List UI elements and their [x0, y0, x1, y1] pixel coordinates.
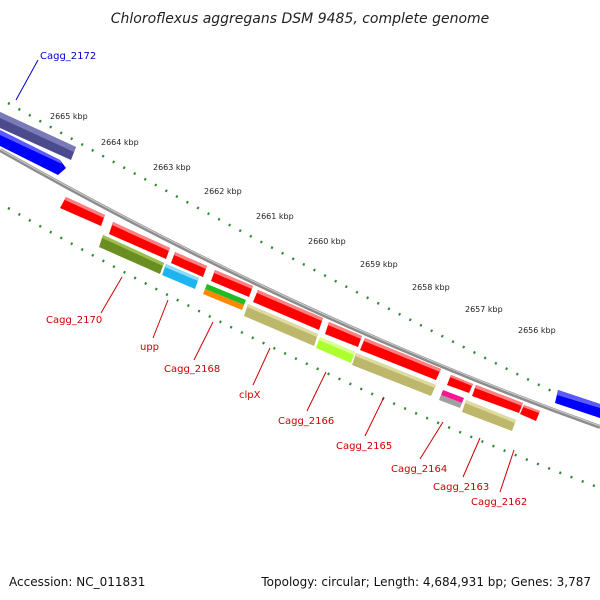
gene-red-10[interactable]: [520, 405, 540, 421]
gene-cagg-2165[interactable]: [352, 353, 436, 396]
accession-text: Accession: NC_011831: [9, 575, 145, 589]
gene-label-clpx[interactable]: clpX: [239, 390, 261, 401]
leader-cagg-2166: [306, 371, 327, 412]
gene-cagg-2172[interactable]: [0, 112, 76, 160]
outer-tick-ring: [7, 101, 600, 417]
tick-label: 2663 kbp: [153, 163, 191, 172]
tick-label: 2665 kbp: [50, 112, 88, 121]
gene-upp[interactable]: [162, 264, 199, 289]
gene-label-cagg-2165[interactable]: Cagg_2165: [336, 441, 392, 452]
gene-blue-left[interactable]: [0, 130, 66, 175]
inner-tick-ring: [7, 206, 600, 490]
gene-red-9[interactable]: [472, 385, 523, 413]
leader-clpx: [252, 347, 271, 386]
gene-label-cagg-2172[interactable]: Cagg_2172: [40, 51, 96, 62]
gene-clpx[interactable]: [244, 304, 318, 346]
gene-red-3[interactable]: [171, 252, 207, 277]
gene-red-8[interactable]: [447, 375, 473, 393]
map-title: Chloroflexus aggregans DSM 9485, complet…: [111, 11, 490, 27]
tick-label: 2656 kbp: [518, 326, 556, 335]
tick-label: 2661 kbp: [256, 212, 294, 221]
gene-red-4[interactable]: [211, 270, 253, 297]
tick-label: 2662 kbp: [204, 187, 242, 196]
gene-red-1[interactable]: [60, 197, 105, 226]
gene-cagg-2164[interactable]: [439, 390, 464, 408]
leader-cagg-2170: [100, 276, 123, 314]
genome-summary-text: Topology: circular; Length: 4,684,931 bp…: [260, 575, 591, 589]
gene-red-5[interactable]: [253, 290, 323, 330]
gene-red-6[interactable]: [325, 322, 362, 347]
tick-label: 2659 kbp: [360, 260, 398, 269]
gene-label-cagg-2162[interactable]: Cagg_2162: [471, 497, 527, 508]
tick-label: 2657 kbp: [465, 305, 503, 314]
gene-cagg-2168[interactable]: [203, 284, 246, 310]
gene-cagg-2163[interactable]: [462, 400, 516, 431]
gene-label-cagg-2168[interactable]: Cagg_2168: [164, 364, 220, 375]
gene-red-7[interactable]: [360, 338, 441, 380]
tick-labels: 2665 kbp 2664 kbp 2663 kbp 2662 kbp 2661…: [50, 112, 556, 335]
leader-cagg-2162: [499, 449, 515, 493]
leader-cagg-2165: [364, 396, 385, 437]
tick-label: 2660 kbp: [308, 237, 346, 246]
gene-cagg-2170[interactable]: [99, 235, 164, 274]
leader-cagg-2163: [462, 437, 481, 478]
gene-cagg-2166[interactable]: [316, 337, 355, 363]
gene-blue-right[interactable]: [555, 390, 600, 418]
gene-label-cagg-2166[interactable]: Cagg_2166: [278, 416, 334, 427]
gene-red-2[interactable]: [109, 222, 170, 259]
leader-cagg-2172: [15, 59, 39, 101]
genome-backbone-highlight: [0, 148, 600, 427]
tick-label: 2658 kbp: [412, 283, 450, 292]
gene-label-upp[interactable]: upp: [140, 342, 159, 353]
gene-label-cagg-2163[interactable]: Cagg_2163: [433, 482, 489, 493]
tick-label: 2664 kbp: [101, 138, 139, 147]
leader-cagg-2168: [193, 321, 214, 361]
leader-cagg-2164: [419, 421, 444, 460]
gene-label-cagg-2170[interactable]: Cagg_2170: [46, 315, 102, 326]
genome-backbone: [0, 148, 600, 429]
gene-label-cagg-2164[interactable]: Cagg_2164: [391, 464, 447, 475]
leader-upp: [152, 299, 169, 339]
